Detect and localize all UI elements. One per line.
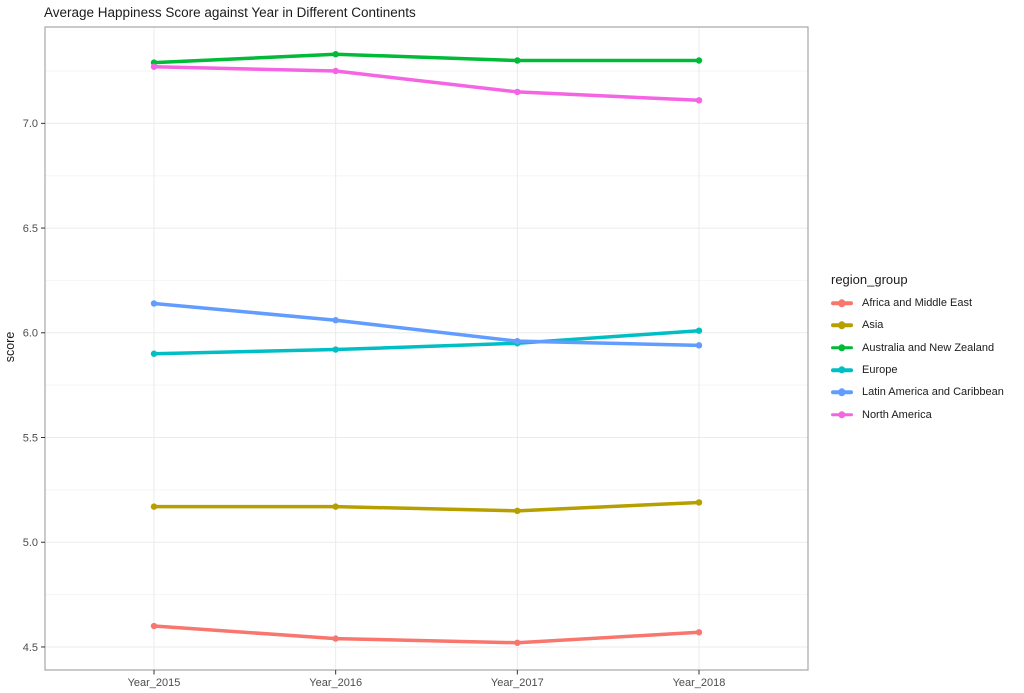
legend-item-latin-america-and-caribbean: Latin America and Caribbean xyxy=(831,381,1004,403)
series-point-asia xyxy=(695,499,703,506)
series-point-europe xyxy=(332,346,339,353)
series-point-africa-and-middle-east xyxy=(150,622,158,630)
legend-item-europe: Europe xyxy=(831,359,1004,381)
legend-key-point xyxy=(838,299,846,307)
x-tick-label: Year_2015 xyxy=(128,677,181,689)
legend-key-icon xyxy=(831,410,853,419)
y-tick-label: 6.0 xyxy=(23,328,38,340)
legend: region_group Africa and Middle East Asia A… xyxy=(831,272,1004,426)
legend-label: North America xyxy=(862,408,932,421)
x-tick-label: Year_2016 xyxy=(309,677,362,689)
legend-label: Europe xyxy=(862,364,898,377)
series-point-north-america xyxy=(514,88,521,96)
series-point-australia-and-new-zealand xyxy=(514,57,521,64)
legend-label: Latin America and Caribbean xyxy=(862,386,1004,399)
legend-key-point xyxy=(838,388,846,397)
series-point-latin-america-and-caribbean xyxy=(150,300,158,307)
series-line-latin-america-and-caribbean xyxy=(152,301,701,348)
legend-key-icon xyxy=(831,366,853,374)
series-line-africa-and-middle-east xyxy=(152,624,701,645)
legend-label: Australia and New Zealand xyxy=(862,341,995,354)
series-point-north-america xyxy=(150,63,158,70)
panel-border xyxy=(44,26,809,671)
legend-item-north-america: North America xyxy=(831,403,1004,425)
legend-key-icon xyxy=(831,388,853,397)
series-line-australia-and-new-zealand xyxy=(152,52,701,65)
y-tick-label: 7.0 xyxy=(23,118,38,130)
legend-item-africa-and-middle-east: Africa and Middle East xyxy=(831,292,1004,314)
legend-key-icon xyxy=(831,344,853,352)
series-point-australia-and-new-zealand xyxy=(695,57,703,64)
series-point-africa-and-middle-east xyxy=(514,639,521,646)
series-point-north-america xyxy=(695,97,703,104)
series-line-north-america xyxy=(152,65,701,103)
y-tick-label: 5.5 xyxy=(23,432,38,444)
series-point-latin-america-and-caribbean xyxy=(695,342,703,349)
legend-key-icon xyxy=(831,299,853,307)
series-point-africa-and-middle-east xyxy=(695,629,703,636)
legend-key-point xyxy=(838,344,846,352)
series-point-latin-america-and-caribbean xyxy=(514,337,521,345)
series-point-latin-america-and-caribbean xyxy=(332,317,339,324)
legend-key-point xyxy=(838,321,846,330)
legend-items: Africa and Middle East Asia Australia and … xyxy=(831,292,1004,426)
legend-key-icon xyxy=(831,321,853,330)
legend-title: region_group xyxy=(831,272,908,287)
series-point-europe xyxy=(695,327,703,334)
legend-key-point xyxy=(838,410,846,419)
series-point-asia xyxy=(332,503,339,510)
y-tick-label: 5.0 xyxy=(23,537,38,549)
legend-key-point xyxy=(838,366,846,374)
plot-panel xyxy=(45,27,808,670)
chart-title: Average Happiness Score against Year in … xyxy=(44,5,416,20)
legend-label: Africa and Middle East xyxy=(862,297,973,310)
legend-item-asia: Asia xyxy=(831,314,1004,336)
series-point-asia xyxy=(514,507,521,515)
y-axis-title: score xyxy=(3,331,17,363)
series-point-africa-and-middle-east xyxy=(332,635,339,642)
series-point-asia xyxy=(150,503,158,510)
series-point-north-america xyxy=(332,67,339,75)
series-point-australia-and-new-zealand xyxy=(332,51,339,58)
y-tick-label: 4.5 xyxy=(23,642,38,654)
series-point-europe xyxy=(150,350,158,357)
series-line-europe xyxy=(152,328,701,356)
legend-label: Asia xyxy=(862,319,884,332)
x-tick-label: Year_2018 xyxy=(673,677,726,689)
y-tick-label: 6.5 xyxy=(23,223,38,235)
legend-item-australia-and-new-zealand: Australia and New Zealand xyxy=(831,337,1004,359)
series-line-asia xyxy=(152,500,701,513)
x-tick-label: Year_2017 xyxy=(491,677,544,689)
